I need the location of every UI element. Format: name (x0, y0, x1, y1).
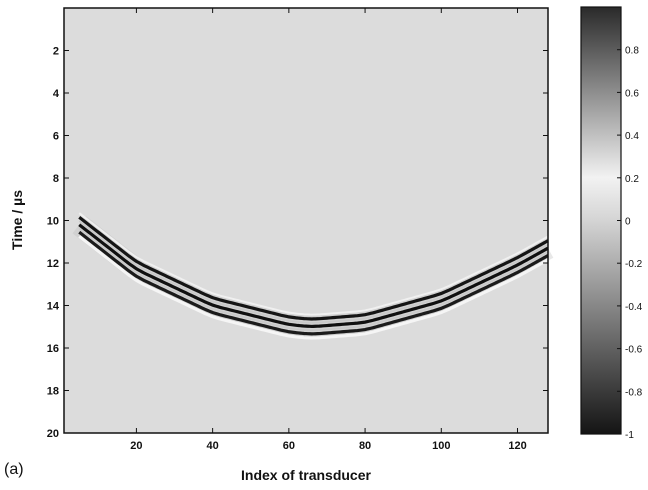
colorbar-tick-label: -0.4 (625, 302, 643, 313)
colorbar-tick-label: 0.6 (625, 88, 639, 99)
y-tick-label: 6 (53, 131, 59, 143)
colorbar-tick-label: -0.8 (625, 387, 643, 398)
y-ticks: 2 4 6 8 10 12 14 16 18 20 (47, 46, 548, 440)
plot-background (64, 8, 548, 433)
x-tick-label: 40 (207, 440, 219, 452)
wavefront-band (78, 230, 549, 336)
colorbar-tick-label: 0 (625, 217, 631, 228)
y-tick-label: 12 (47, 258, 59, 270)
wavefront-light-edge (78, 235, 549, 340)
y-tick-label: 4 (53, 88, 60, 100)
wavefront-band (78, 216, 549, 321)
x-tick-label: 20 (130, 440, 142, 452)
colorbar-tick-label: 0.4 (625, 131, 639, 142)
colorbar-ticks: 0.8 0.6 0.4 0.2 0 -0.2 -0.4 -0.6 -0.8 -1 (617, 46, 643, 441)
wavefront-bands (72, 212, 554, 340)
colorbar-tick-label: 0.8 (625, 46, 639, 57)
y-tick-label: 20 (47, 428, 59, 440)
wavefront-light-edge (78, 212, 549, 316)
wavefront-band (78, 223, 549, 329)
colorbar: 0.8 0.6 0.4 0.2 0 -0.2 -0.4 -0.6 -0.8 -1 (580, 6, 643, 441)
x-tick-label: 100 (432, 440, 450, 452)
colorbar-tick-label: -0.2 (625, 259, 643, 270)
colorbar-tick-label: -0.6 (625, 345, 643, 356)
colorbar-tick-label: 0.2 (625, 174, 639, 185)
x-tick-label: 120 (508, 440, 526, 452)
y-tick-label: 16 (47, 343, 59, 355)
y-tick-label: 14 (47, 301, 60, 313)
wavefront-gap (78, 228, 549, 331)
x-ticks: 20 40 60 80 100 120 (130, 8, 527, 452)
x-tick-label: 80 (359, 440, 371, 452)
y-tick-label: 2 (53, 46, 59, 58)
panel-label: (a) (4, 461, 24, 478)
x-axis-label: Index of transducer (241, 467, 371, 483)
y-tick-label: 18 (47, 386, 59, 398)
wavefront-gap (78, 220, 549, 324)
colorbar-tick-label: -1 (625, 430, 634, 441)
y-tick-label: 10 (47, 216, 59, 228)
y-axis-label: Time / µs (9, 190, 25, 250)
plot-area: 2 4 6 8 10 12 14 16 18 20 20 40 60 80 100 120 (47, 7, 554, 452)
x-tick-label: 60 (283, 440, 295, 452)
colorbar-gradient (580, 6, 622, 435)
y-tick-label: 8 (53, 173, 59, 185)
